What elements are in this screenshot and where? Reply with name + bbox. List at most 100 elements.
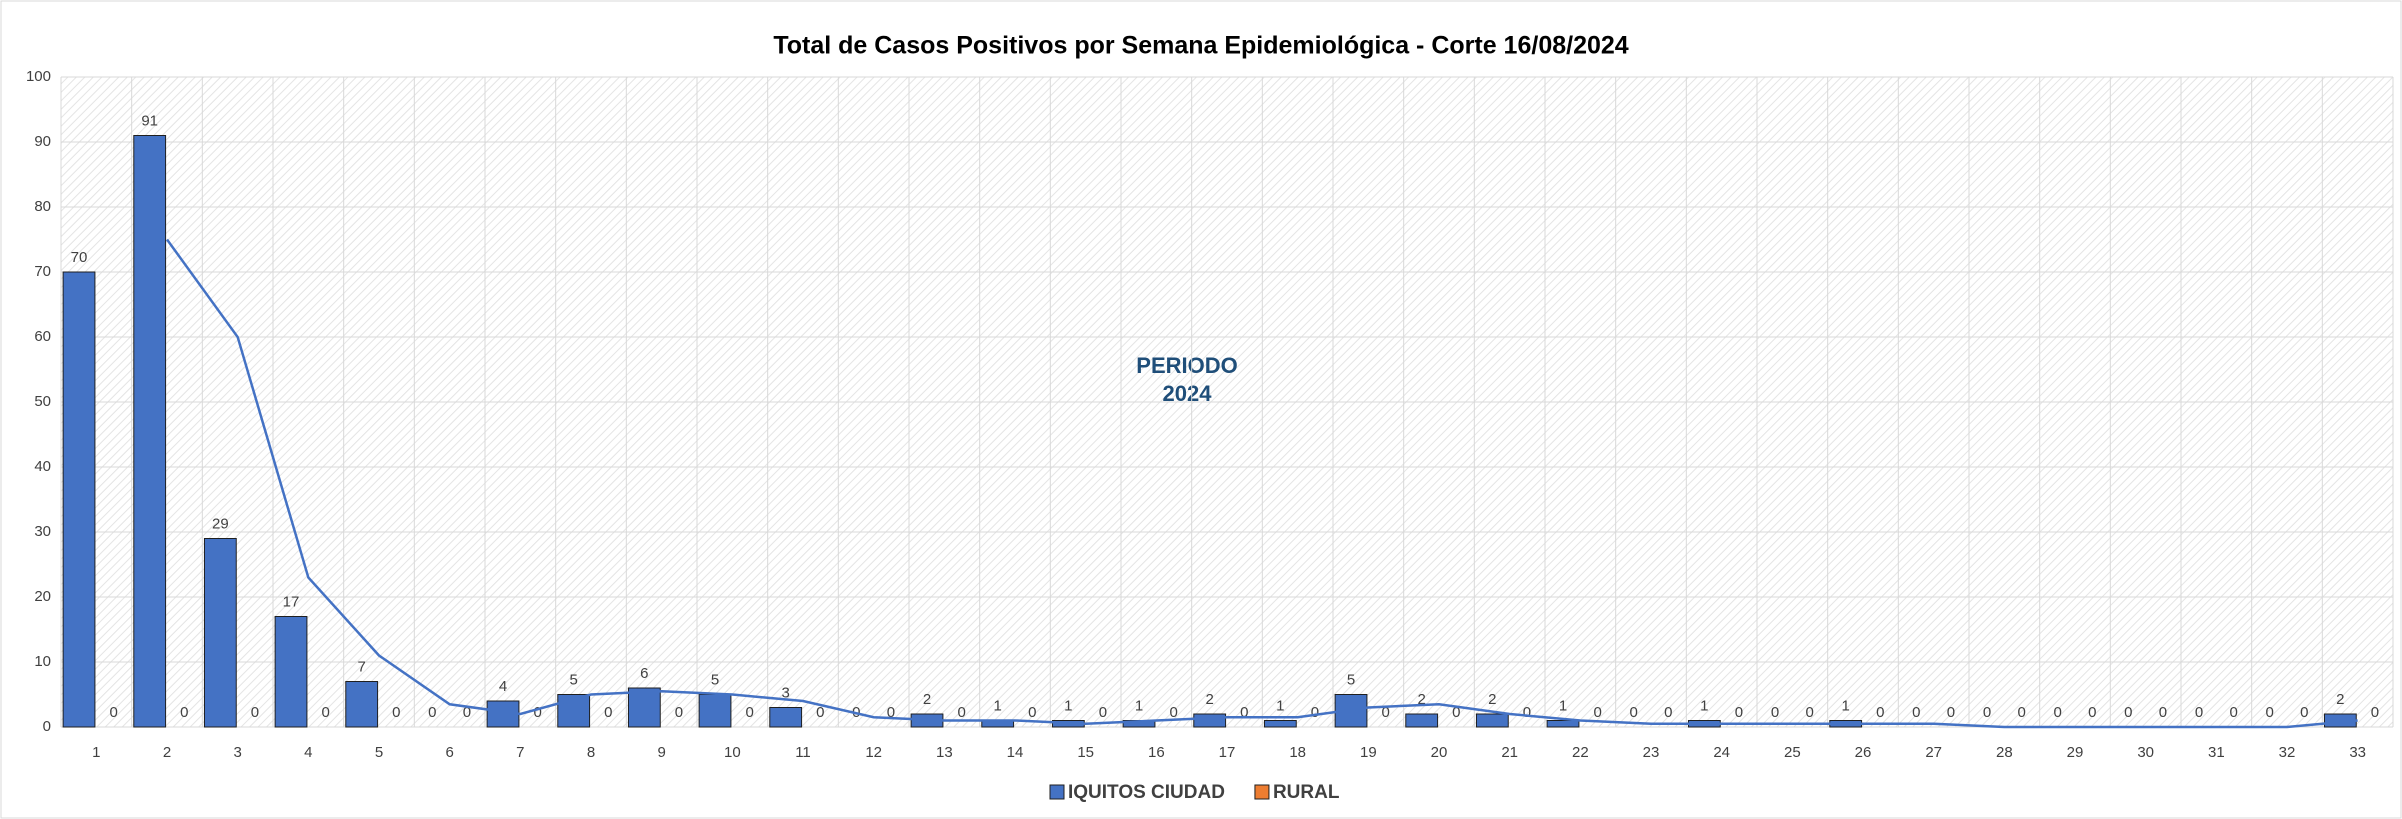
value-label: 3 bbox=[782, 684, 790, 701]
x-tick-label: 33 bbox=[2349, 744, 2366, 761]
x-tick-label: 14 bbox=[1007, 744, 1024, 761]
value-label: 1 bbox=[1064, 697, 1072, 714]
value-label: 0 bbox=[1983, 704, 1991, 721]
x-tick-label: 7 bbox=[516, 744, 524, 761]
value-label: 0 bbox=[1771, 704, 1779, 721]
value-label: 0 bbox=[2017, 704, 2025, 721]
value-label: 1 bbox=[994, 697, 1002, 714]
y-tick-label: 100 bbox=[26, 68, 51, 85]
bar bbox=[627, 687, 661, 728]
value-label: 6 bbox=[640, 665, 648, 682]
value-label: 7 bbox=[358, 658, 366, 675]
value-label: 17 bbox=[283, 593, 300, 610]
x-tick-label: 8 bbox=[587, 744, 595, 761]
value-label: 0 bbox=[1630, 704, 1638, 721]
trend-line bbox=[165, 238, 2358, 729]
value-label: 0 bbox=[2229, 704, 2237, 721]
value-label: 0 bbox=[251, 704, 259, 721]
value-label: 0 bbox=[1381, 704, 1389, 721]
value-label: 2 bbox=[923, 691, 931, 708]
x-tick-label: 11 bbox=[795, 744, 811, 761]
x-tick-label: 2 bbox=[163, 744, 171, 761]
value-label: 0 bbox=[745, 704, 753, 721]
value-label: 0 bbox=[1912, 704, 1920, 721]
x-tick-label: 24 bbox=[1713, 744, 1730, 761]
legend-swatch bbox=[1049, 784, 1065, 800]
y-tick-label: 20 bbox=[34, 588, 51, 605]
value-label: 70 bbox=[71, 249, 88, 266]
bar bbox=[345, 681, 379, 728]
value-label: 0 bbox=[533, 704, 541, 721]
value-label: 1 bbox=[1135, 697, 1143, 714]
x-tick-label: 20 bbox=[1431, 744, 1448, 761]
bar bbox=[133, 135, 167, 728]
value-label: 0 bbox=[1947, 704, 1955, 721]
value-label: 0 bbox=[1169, 704, 1177, 721]
value-label: 0 bbox=[2195, 704, 2203, 721]
bar bbox=[1263, 720, 1297, 728]
bar bbox=[698, 694, 732, 728]
value-label: 0 bbox=[2266, 704, 2274, 721]
value-label: 0 bbox=[1028, 704, 1036, 721]
x-tick-label: 19 bbox=[1360, 744, 1377, 761]
value-label: 0 bbox=[1593, 704, 1601, 721]
value-label: 0 bbox=[463, 704, 471, 721]
value-label: 0 bbox=[957, 704, 965, 721]
x-tick-label: 3 bbox=[233, 744, 241, 761]
value-label: 0 bbox=[887, 704, 895, 721]
x-tick-label: 25 bbox=[1784, 744, 1801, 761]
x-tick-label: 17 bbox=[1219, 744, 1236, 761]
x-tick-label: 22 bbox=[1572, 744, 1589, 761]
value-label: 1 bbox=[1700, 697, 1708, 714]
value-label: 91 bbox=[141, 112, 158, 129]
x-tick-label: 16 bbox=[1148, 744, 1165, 761]
value-label: 5 bbox=[1347, 671, 1355, 688]
value-label: 5 bbox=[711, 671, 719, 688]
value-label: 0 bbox=[604, 704, 612, 721]
x-tick-label: 23 bbox=[1643, 744, 1660, 761]
x-tick-label: 32 bbox=[2279, 744, 2296, 761]
value-label: 0 bbox=[2054, 704, 2062, 721]
value-label: 0 bbox=[321, 704, 329, 721]
value-label: 0 bbox=[2371, 704, 2379, 721]
value-label: 0 bbox=[1876, 704, 1884, 721]
value-label: 0 bbox=[675, 704, 683, 721]
x-tick-label: 29 bbox=[2067, 744, 2084, 761]
bar bbox=[1193, 713, 1227, 728]
legend-label: RURAL bbox=[1273, 782, 1340, 803]
bar bbox=[1405, 713, 1439, 728]
value-label: 0 bbox=[2300, 704, 2308, 721]
legend-label: IQUITOS CIUDAD bbox=[1068, 782, 1225, 803]
x-tick-label: 6 bbox=[445, 744, 453, 761]
x-tick-label: 21 bbox=[1501, 744, 1518, 761]
value-label: 0 bbox=[1664, 704, 1672, 721]
value-label: 0 bbox=[109, 704, 117, 721]
x-tick-label: 26 bbox=[1855, 744, 1872, 761]
value-label: 0 bbox=[1805, 704, 1813, 721]
value-label: 1 bbox=[1842, 697, 1850, 714]
value-label: 2 bbox=[1418, 691, 1426, 708]
y-tick-label: 60 bbox=[34, 328, 51, 345]
x-tick-label: 4 bbox=[304, 744, 312, 761]
annotation: PERIODO bbox=[1136, 353, 1237, 378]
value-label: 2 bbox=[1206, 691, 1214, 708]
y-tick-label: 80 bbox=[34, 198, 51, 215]
y-tick-label: 30 bbox=[34, 523, 51, 540]
value-label: 0 bbox=[1523, 704, 1531, 721]
x-tick-label: 15 bbox=[1077, 744, 1094, 761]
y-tick-label: 50 bbox=[34, 393, 51, 410]
x-tick-label: 27 bbox=[1925, 744, 1942, 761]
x-tick-label: 30 bbox=[2137, 744, 2154, 761]
value-label: 1 bbox=[1559, 697, 1567, 714]
bar bbox=[62, 271, 96, 728]
y-tick-label: 90 bbox=[34, 133, 51, 150]
value-label: 0 bbox=[2088, 704, 2096, 721]
chart-title: Total de Casos Positivos por Semana Epid… bbox=[773, 32, 1628, 60]
bar bbox=[274, 616, 308, 728]
value-label: 0 bbox=[2124, 704, 2132, 721]
value-label: 0 bbox=[428, 704, 436, 721]
x-tick-label: 9 bbox=[657, 744, 665, 761]
x-tick-label: 10 bbox=[724, 744, 741, 761]
bar bbox=[1475, 713, 1509, 728]
